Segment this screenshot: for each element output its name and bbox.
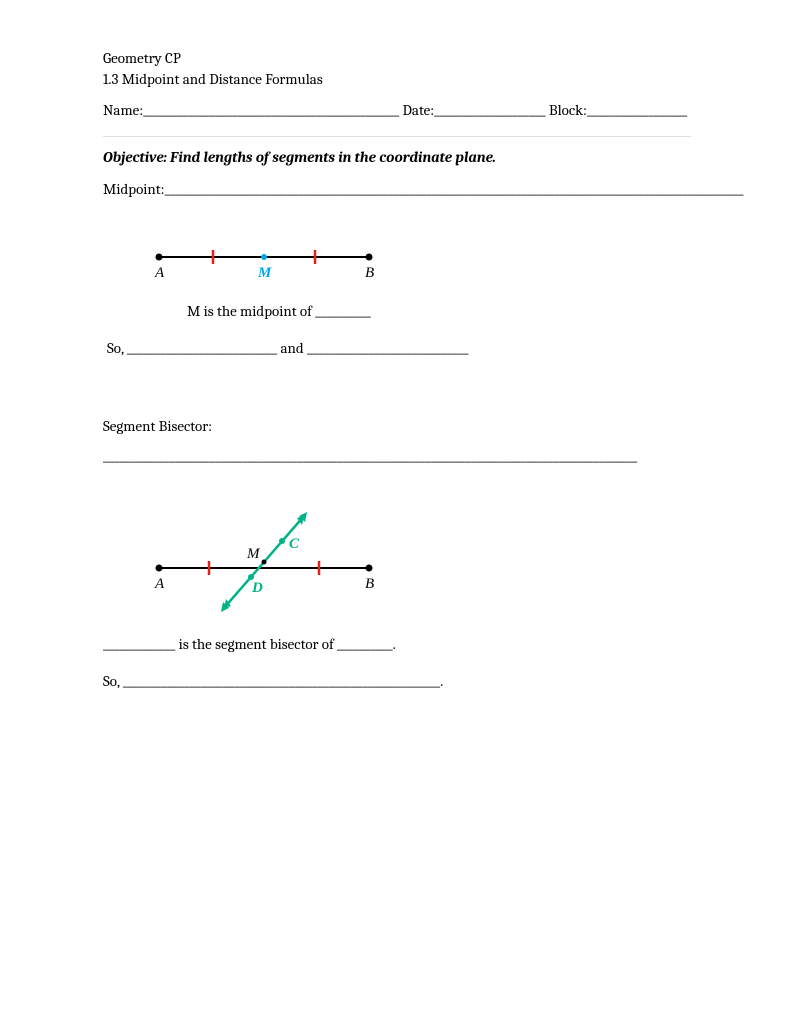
midpoint-definition-line: Midpoint:_______________________________… <box>103 179 691 199</box>
diagram1-label-M: M <box>257 265 272 281</box>
name-blank[interactable]: ________________________________________… <box>143 101 399 119</box>
date-label: Date: <box>399 101 434 119</box>
midpoint-sentence-pre: M is the midpoint of <box>187 302 315 320</box>
so2-pre: So, <box>103 672 123 690</box>
diagram2-label-B: B <box>365 576 374 592</box>
diagram1-label-A: A <box>154 265 165 281</box>
diagram2-label-A: A <box>154 576 165 592</box>
objective-text: Objective: Find lengths of segments in t… <box>103 147 691 167</box>
bisector-sentence: _____________ is the segment bisector of… <box>103 634 691 654</box>
so1-pre: So, <box>107 339 127 357</box>
midpoint-sentence: M is the midpoint of __________ <box>187 301 691 321</box>
so1-blank2[interactable]: _____________________________ <box>307 339 468 357</box>
midpoint-blank[interactable]: ________________________________________… <box>165 180 744 198</box>
lesson-title: 1.3 Midpoint and Distance Formulas <box>103 69 691 89</box>
midpoint-label: Midpoint: <box>103 180 165 198</box>
bisector-blank1[interactable]: _____________ <box>103 635 175 653</box>
diagram2-label-M: M <box>246 546 261 562</box>
name-label: Name: <box>103 101 143 119</box>
bisector-end: . <box>393 635 396 653</box>
block-label: Block: <box>546 101 587 119</box>
student-info-line: Name:___________________________________… <box>103 100 691 126</box>
diagram2-label-D: D <box>251 580 263 596</box>
so-sentence-2: So, ____________________________________… <box>103 671 691 691</box>
divider <box>103 136 691 137</box>
so1-mid: and <box>277 339 307 357</box>
date-blank[interactable]: ____________________ <box>434 101 545 119</box>
midpoint-diagram: A M B <box>139 239 691 289</box>
diagram1-label-B: B <box>365 265 374 281</box>
course-title: Geometry CP <box>103 48 691 68</box>
so-sentence-1: So, ___________________________ and ____… <box>107 338 691 358</box>
bisector-blank2[interactable]: __________ <box>337 635 393 653</box>
so2-blank[interactable]: ________________________________________… <box>123 672 440 690</box>
bisector-diagram: A B M C D <box>139 506 691 616</box>
so1-blank1[interactable]: ___________________________ <box>127 339 277 357</box>
segment-bisector-label: Segment Bisector: <box>103 416 691 436</box>
midpoint-sentence-blank[interactable]: __________ <box>315 302 371 320</box>
block-blank[interactable]: __________________ <box>587 101 687 119</box>
bisector-mid: is the segment bisector of <box>175 635 337 653</box>
segment-bisector-blank[interactable]: ________________________________________… <box>103 446 691 466</box>
so2-end: . <box>440 672 443 690</box>
diagram2-label-C: C <box>289 536 300 552</box>
